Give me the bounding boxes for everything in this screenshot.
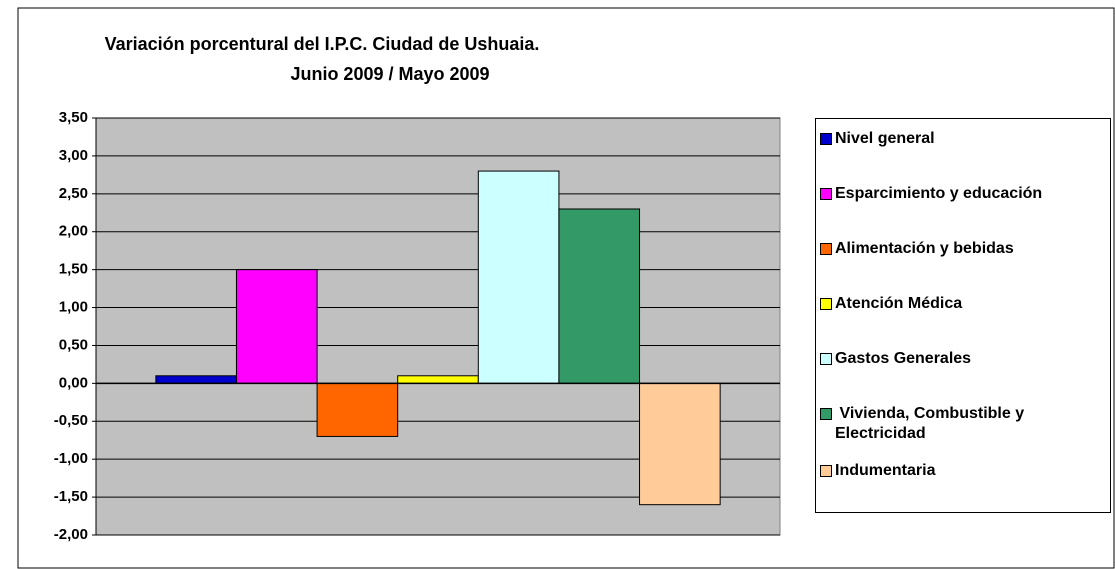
legend-label: Gastos Generales	[835, 350, 972, 367]
chart-title: Variación porcentural del I.P.C. Ciudad …	[105, 34, 540, 54]
legend-item: Indumentaria	[820, 461, 1110, 481]
y-tick-label: 0,50	[59, 336, 88, 353]
bar	[477, 170, 560, 384]
legend-label: Nivel general	[835, 130, 935, 147]
y-tick-label: 2,00	[59, 223, 88, 240]
y-tick-label: 2,50	[59, 185, 88, 202]
legend-swatch	[820, 243, 832, 255]
y-tick-label: 3,00	[59, 147, 88, 164]
y-tick-label: -2,00	[54, 526, 88, 543]
y-tick-label: 1,50	[59, 261, 88, 278]
legend-swatch	[820, 298, 832, 310]
legend: Nivel general Esparcimiento y educación Al…	[815, 118, 1111, 513]
legend-swatch	[820, 465, 832, 477]
y-tick-label: -0,50	[54, 412, 88, 429]
y-tick-label: 1,00	[59, 299, 88, 316]
legend-swatch	[820, 133, 832, 145]
bar	[397, 375, 479, 384]
legend-swatch	[820, 188, 832, 200]
y-tick-label: 3,50	[59, 109, 88, 126]
bar	[235, 269, 318, 384]
legend-label: Indumentaria	[835, 462, 936, 479]
y-tick-label: -1,00	[54, 450, 88, 467]
y-tick-label: -1,50	[54, 488, 88, 505]
y-tick-label: 0,00	[59, 374, 88, 391]
legend-label: Alimentación y bebidas	[835, 240, 1014, 257]
legend-label: Esparcimiento y educación	[835, 185, 1043, 202]
legend-item: Nivel general	[820, 129, 1110, 149]
bar	[639, 382, 721, 506]
bar	[316, 382, 399, 437]
legend-swatch	[820, 353, 832, 365]
bar	[558, 208, 641, 384]
legend-label: Vivienda, Combustible y Electricidad	[835, 405, 1029, 442]
legend-label: Atención Médica	[835, 295, 963, 312]
legend-item: Atención Médica	[820, 294, 1110, 314]
legend-item: Alimentación y bebidas	[820, 239, 1110, 259]
legend-swatch	[820, 408, 832, 420]
legend-item: Vivienda, Combustible y Electricidad	[820, 404, 1110, 444]
chart-subtitle: Junio 2009 / Mayo 2009	[290, 64, 489, 84]
bar	[155, 375, 237, 384]
legend-item: Esparcimiento y educación	[820, 184, 1110, 204]
legend-item: Gastos Generales	[820, 349, 1110, 369]
